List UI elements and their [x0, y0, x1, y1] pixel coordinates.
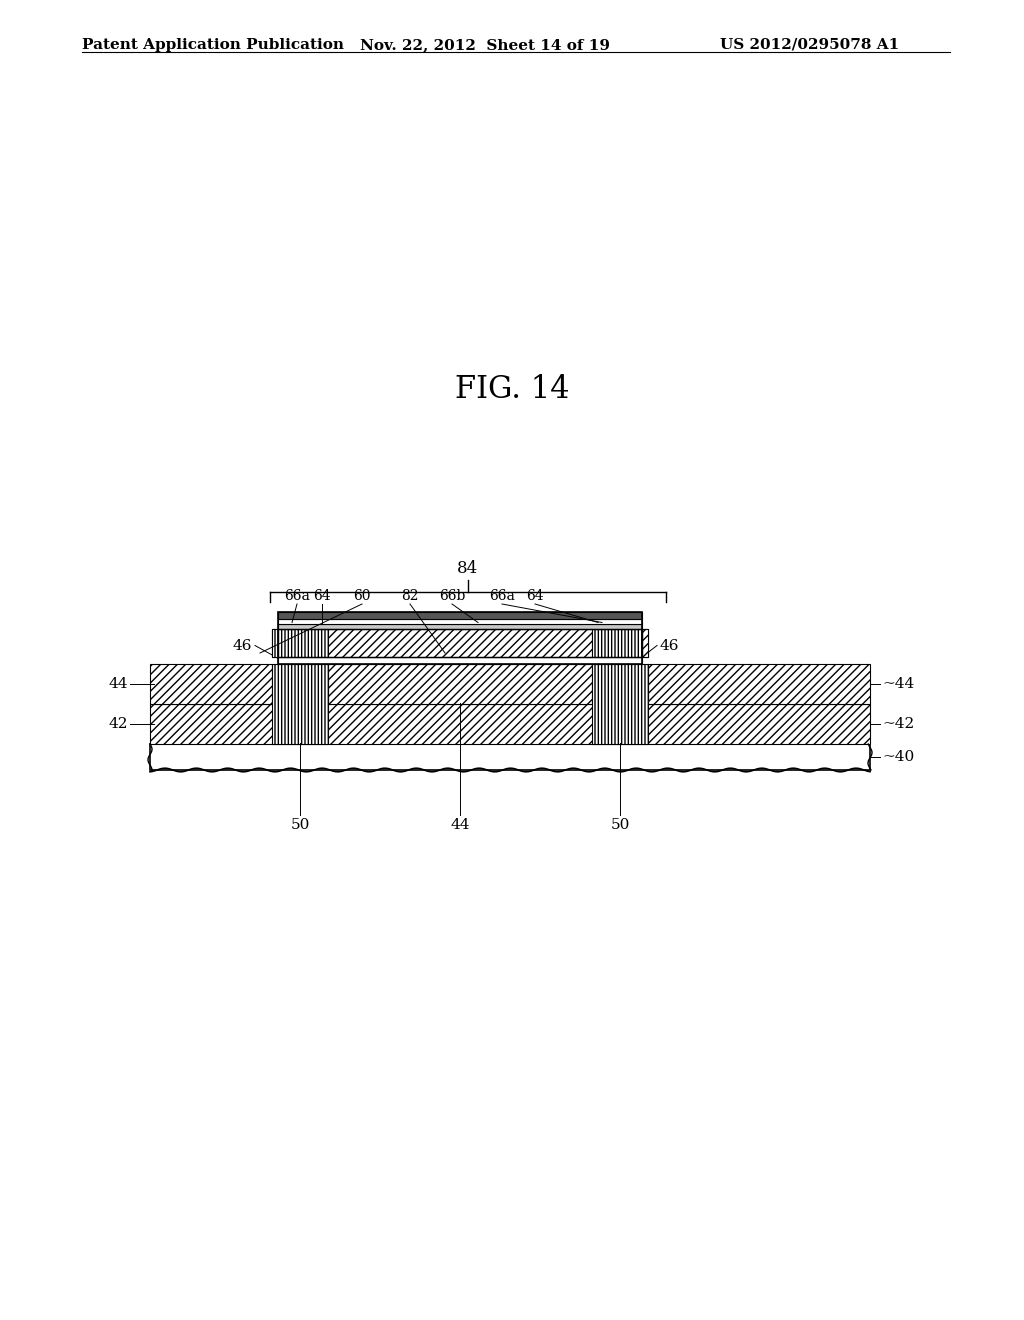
- Text: 42: 42: [109, 717, 128, 731]
- Text: 64: 64: [526, 589, 544, 603]
- Text: ~44: ~44: [882, 677, 914, 690]
- Text: ~40: ~40: [882, 750, 914, 764]
- Bar: [278, 623, 642, 630]
- Text: 66a: 66a: [489, 589, 515, 603]
- Bar: [592, 630, 648, 657]
- Bar: [278, 657, 642, 664]
- Bar: [278, 630, 642, 657]
- Text: 50: 50: [291, 818, 309, 832]
- Bar: [278, 612, 642, 619]
- Bar: [272, 664, 328, 744]
- Text: 46: 46: [660, 639, 680, 652]
- Bar: [278, 612, 642, 664]
- Text: Patent Application Publication: Patent Application Publication: [82, 38, 344, 51]
- Text: 64: 64: [313, 589, 331, 603]
- Text: 50: 50: [610, 818, 630, 832]
- Bar: [592, 664, 648, 744]
- Bar: [272, 630, 328, 657]
- Text: 84: 84: [458, 560, 478, 577]
- Text: US 2012/0295078 A1: US 2012/0295078 A1: [720, 38, 899, 51]
- Text: Nov. 22, 2012  Sheet 14 of 19: Nov. 22, 2012 Sheet 14 of 19: [360, 38, 610, 51]
- Text: 66b: 66b: [439, 589, 465, 603]
- Bar: [272, 630, 278, 657]
- Text: 66a: 66a: [284, 589, 310, 603]
- Bar: [150, 744, 870, 770]
- Bar: [642, 630, 648, 657]
- Text: 60: 60: [353, 589, 371, 603]
- Bar: [278, 619, 642, 623]
- Text: 46: 46: [232, 639, 252, 652]
- Text: FIG. 14: FIG. 14: [455, 375, 569, 405]
- Bar: [150, 664, 272, 704]
- Text: 44: 44: [451, 818, 470, 832]
- Text: ~42: ~42: [882, 717, 914, 731]
- Bar: [328, 630, 592, 657]
- Bar: [150, 704, 870, 744]
- Text: 82: 82: [401, 589, 419, 603]
- Bar: [328, 664, 592, 704]
- Bar: [648, 664, 870, 704]
- Text: 44: 44: [109, 677, 128, 690]
